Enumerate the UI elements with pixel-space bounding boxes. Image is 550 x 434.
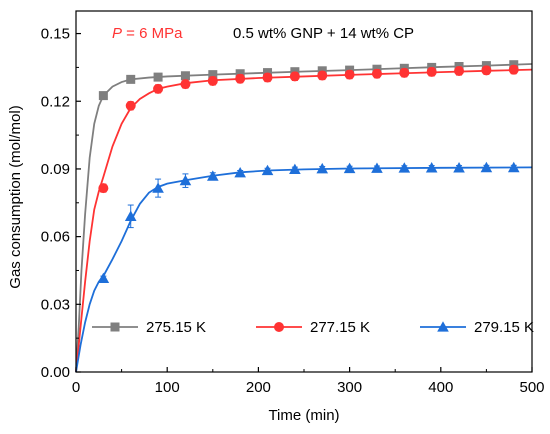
data-point [317,70,328,81]
data-point [98,91,108,101]
data-point [316,162,329,174]
data-point [124,210,137,221]
legend-entry: 279.15 K [420,319,534,336]
data-point [344,69,355,80]
y-tick-label: 0.00 [41,364,70,381]
data-point [180,71,190,81]
data-point [126,74,136,84]
series-line [75,63,533,373]
legend-label: 277.15 K [310,319,370,336]
x-tick-label: 500 [519,379,544,396]
legend-label: 275.15 K [146,319,206,336]
x-tick-label: 200 [246,379,271,396]
y-tick-label: 0.12 [41,93,70,110]
data-point [153,83,164,94]
data-point [507,161,520,173]
data-point [425,162,438,173]
data-point [234,166,246,178]
data-point [398,162,411,173]
data-point [97,272,110,284]
data-point [289,163,301,175]
plot-frame [75,10,533,373]
data-point [289,71,300,82]
data-point [261,164,274,176]
y-tick-label: 0.06 [41,229,70,246]
plot-content [75,60,533,373]
data-point [371,162,383,173]
data-point [453,162,465,173]
x-tick-label: 300 [337,379,362,396]
series-line [75,68,533,373]
legend-marker [110,322,120,332]
y-axis-title: Gas consumption (mol/mol) [7,105,24,288]
x-tick-label: 0 [72,379,80,396]
x-tick-label: 100 [155,379,180,396]
data-point [371,68,382,79]
y-tick-label: 0.15 [41,26,70,43]
data-point [426,66,437,77]
data-point [399,67,410,78]
axes: 0 100 200 300 400 500 0.00 0.03 0.06 0.09 0.12 0.15 [41,10,545,396]
data-point [98,183,109,194]
series-277-15-K [75,64,533,373]
data-point [208,70,218,80]
pressure-annotation: P = 6 MPa [112,25,183,42]
pressure-symbol: P [112,25,122,42]
data-point [508,64,519,75]
data-point [153,72,163,82]
data-point [207,170,219,181]
data-point [152,182,164,193]
legend-label: 279.15 K [474,319,534,336]
series-275-15-K [75,60,533,373]
data-point [125,100,136,111]
series-line [75,166,533,373]
series-279-15-K [75,161,533,373]
composition-annotation: 0.5 wt% GNP + 14 wt% CP [233,25,414,42]
data-point [262,72,273,83]
legend-marker [437,321,449,332]
data-point [207,75,218,86]
legend-marker [274,322,284,332]
legend: 275.15 K 277.15 K 279.15 K [92,319,534,336]
data-point [179,174,192,186]
x-tick-label: 400 [428,379,453,396]
y-tick-label: 0.03 [41,296,70,313]
pressure-value: = 6 MPa [122,25,183,42]
legend-entry: 275.15 K [92,319,206,336]
x-axis-title: Time (min) [268,407,339,424]
data-point [454,66,465,77]
data-point [343,162,356,174]
data-point [481,65,492,76]
y-tick-label: 0.09 [41,161,70,178]
data-point [480,161,493,173]
data-point [235,73,246,84]
data-point [180,79,191,90]
legend-entry: 277.15 K [256,319,370,336]
